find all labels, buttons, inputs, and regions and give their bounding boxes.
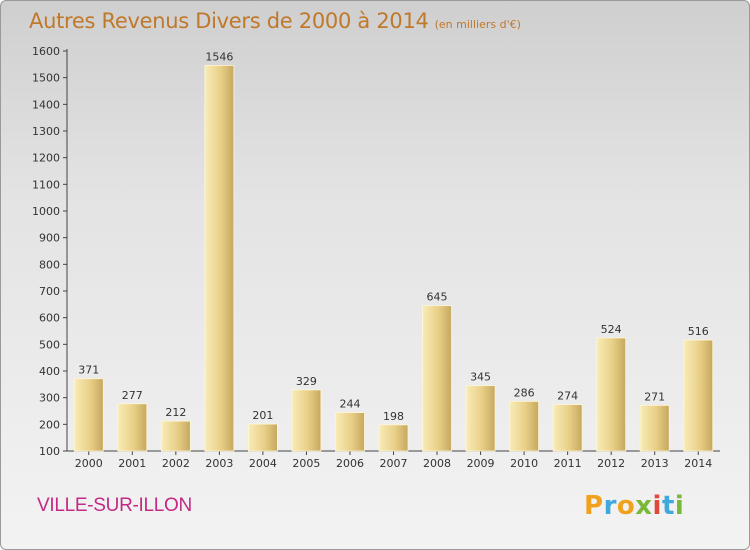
y-tick-label: 700 [39,285,60,298]
x-tick-label: 2001 [118,457,146,470]
value-label: 524 [601,323,622,336]
logo-letter: i [652,491,662,521]
y-tick-label: 300 [39,392,60,405]
y-tick-label: 600 [39,312,60,325]
value-label: 274 [557,390,578,403]
logo-letter: P [584,491,604,521]
y-tick-label: 1200 [32,152,60,165]
bar-2004 [247,423,278,452]
x-tick-label: 2012 [597,457,625,470]
value-label: 286 [514,386,535,399]
logo-letter: o [616,491,636,521]
value-label: 345 [470,371,491,384]
y-tick-label: 100 [39,445,60,458]
proxiti-logo: Proxiti [584,491,684,521]
x-tick-label: 2013 [641,457,669,470]
x-tick-label: 2004 [249,457,277,470]
y-tick-label: 900 [39,232,60,245]
value-label: 645 [427,291,448,304]
bar-2003 [204,65,235,452]
y-tick-label: 1300 [32,125,60,138]
logo-letter: r [603,491,617,521]
value-label: 271 [644,390,665,403]
bar-2007 [378,424,409,452]
value-label: 1546 [205,50,233,63]
x-tick-label: 2009 [467,457,495,470]
x-tick-label: 2007 [380,457,408,470]
y-tick-label: 400 [39,365,60,378]
x-tick-label: 2000 [75,457,103,470]
value-label: 277 [122,389,143,402]
bar-2005 [291,389,322,452]
value-label: 212 [165,406,186,419]
x-tick-label: 2008 [423,457,451,470]
y-tick-label: 800 [39,258,60,271]
x-tick-label: 2003 [205,457,233,470]
logo-letter: i [674,491,685,521]
y-tick-label: 500 [39,338,60,351]
bar-2008 [422,305,452,452]
bar-2006 [335,412,365,452]
y-tick-label: 200 [39,418,60,431]
logo-letter: x [635,491,653,521]
value-label: 244 [339,398,360,411]
bar-2014 [683,339,714,452]
bar-2001 [117,403,148,452]
value-label: 371 [78,364,99,377]
value-label: 198 [383,410,404,423]
x-tick-label: 2005 [292,457,320,470]
y-tick-label: 1000 [32,205,60,218]
commune-name: VILLE-SUR-ILLON [37,495,192,516]
chart-title-text: Autres Revenus Divers de 2000 à 2014 [29,9,429,33]
bar-2002 [160,420,191,452]
axes: 100 200 300 400 500 600 700 800 900 1000 1100 1200 1… [32,45,720,470]
value-label: 329 [296,375,317,388]
value-label: 516 [688,325,709,338]
y-tick-label: 1400 [32,98,60,111]
chart-title: Autres Revenus Divers de 2000 à 2014 (en … [29,9,521,33]
bar-2011 [552,404,583,452]
bar-2010 [509,400,540,452]
bar-2009 [465,385,496,452]
bar-2013 [639,404,670,452]
x-tick-label: 2011 [554,457,582,470]
logo-letter: t [661,491,675,521]
y-tick-label: 1600 [32,45,60,58]
x-tick-label: 2006 [336,457,364,470]
y-tick-label: 1500 [32,72,60,85]
x-tick-label: 2014 [684,457,712,470]
bars: 371 277 212 1546 201 329 244 198 645 345 286 274 524… [73,50,714,452]
x-tick-label: 2010 [510,457,538,470]
x-tick-label: 2002 [162,457,190,470]
value-label: 201 [252,409,273,422]
bar-2000 [73,378,104,452]
bar-2012 [596,337,627,452]
y-tick-label: 1100 [32,178,60,191]
chart-subtitle: (en milliers d'€) [434,18,521,31]
